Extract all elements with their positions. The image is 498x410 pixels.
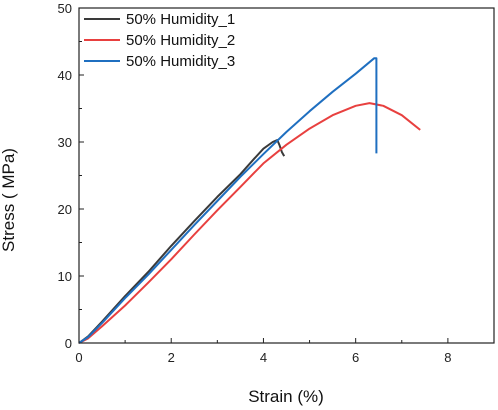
legend-label-3: 50% Humidity_3 xyxy=(126,53,235,70)
legend-label-2: 50% Humidity_2 xyxy=(126,32,235,49)
y-tick-label: 0 xyxy=(65,336,72,351)
series-line-2 xyxy=(78,102,421,344)
y-axis-title: Stress ( MPa) xyxy=(0,148,18,252)
series-line-3 xyxy=(78,57,378,344)
y-tick-label: 10 xyxy=(58,269,72,284)
x-tick-label: 8 xyxy=(444,350,451,365)
x-tick-label: 4 xyxy=(260,350,267,365)
y-tick-label: 50 xyxy=(58,1,72,16)
x-axis-title: Strain (%) xyxy=(248,387,324,406)
x-tick-label: 6 xyxy=(352,350,359,365)
x-tick-label: 2 xyxy=(168,350,175,365)
series-lines xyxy=(78,57,421,344)
series-line-1 xyxy=(78,139,286,344)
x-axis-ticks: 0 2 4 6 8 xyxy=(75,338,452,365)
y-tick-label: 20 xyxy=(58,202,72,217)
y-tick-label: 40 xyxy=(58,68,72,83)
y-axis-ticks: 0 10 20 30 40 50 xyxy=(58,1,84,351)
legend: 50% Humidity_1 50% Humidity_2 50% Humidity… xyxy=(84,11,235,70)
x-tick-label: 0 xyxy=(75,350,82,365)
legend-label-1: 50% Humidity_1 xyxy=(126,11,235,28)
y-tick-label: 30 xyxy=(58,135,72,150)
